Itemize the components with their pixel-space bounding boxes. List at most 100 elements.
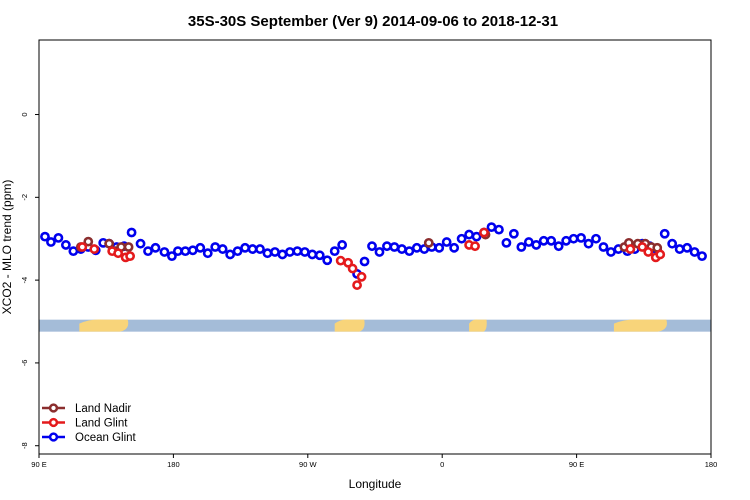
x-tick-label: 90 E [31,460,46,469]
data-point [389,242,400,252]
data-point [210,242,221,252]
data-point [434,242,445,253]
x-tick-label: 90 E [569,460,584,469]
y-axis: 0 -2 -4 -6 -8 [20,112,39,449]
data-point [167,251,177,262]
data-point [464,229,474,240]
data-point [270,247,280,257]
data-point [367,241,377,252]
data-point [374,247,385,257]
data-point [247,244,258,254]
series-ocean-glint [40,222,707,279]
data-point [225,249,236,260]
data-point [150,242,161,253]
data-point [382,241,392,252]
legend-label: Land Nadir [75,403,131,415]
data-point [240,242,250,253]
data-point [479,227,489,238]
data-point [83,236,94,247]
data-point [667,238,678,249]
data-point [329,246,340,257]
data-point [449,242,460,253]
y-tick-label: 0 [20,112,29,116]
data-point [123,242,134,252]
data-points [40,222,707,290]
data-point [583,238,594,249]
data-point [655,249,666,260]
data-point [456,233,467,244]
ocean-band [39,319,711,332]
data-point [516,242,527,252]
data-point [187,245,198,256]
data-point [689,247,700,257]
data-point [359,256,370,267]
data-point [396,244,407,254]
data-point [299,247,310,257]
data-point [40,231,50,242]
y-tick-label: -4 [20,277,29,284]
data-point [411,242,422,253]
data-point [217,244,228,254]
data-point [643,247,654,257]
data-point [232,246,243,257]
land-mass [334,319,365,332]
x-tick-label: 0 [440,460,444,469]
data-point [486,222,497,233]
data-point [337,240,348,250]
x-axis-label: Longitude [349,477,402,491]
data-point [262,248,273,259]
data-point [255,244,265,254]
data-point [404,246,415,257]
data-point [113,248,124,259]
data-point [606,247,616,257]
legend-marker [48,417,59,428]
x-tick-label: 180 [167,460,180,469]
legend: Land Nadir Land Glint Ocean Glint [42,403,137,444]
data-point [494,224,504,235]
data-point [546,235,557,246]
data-point [335,255,346,266]
data-point [501,237,512,248]
x-axis: 90 E 180 90 W 0 90 E 180 [31,454,717,469]
plot-frame [38,39,712,455]
data-point [104,238,115,249]
data-point [471,231,482,242]
data-point [674,244,685,254]
data-point [356,271,367,282]
data-point [598,242,609,252]
data-point [531,240,542,250]
data-point [292,246,303,257]
data-point [523,237,534,247]
x-tick-label: 90 W [299,460,317,469]
chart-title: 35S-30S September (Ver 9) 2014-09-06 to … [188,13,558,30]
data-point [625,244,636,254]
legend-label: Ocean Glint [75,432,137,444]
landmask-band [39,319,711,332]
data-point [60,240,71,250]
data-point [89,244,100,254]
data-point [135,238,146,249]
data-point [307,249,318,260]
data-point [68,246,79,257]
data-point [126,227,137,238]
y-tick-label: -6 [20,360,29,367]
data-point [322,255,333,266]
data-point [53,232,64,243]
data-point [423,237,434,248]
data-point [277,249,288,260]
data-point [561,235,572,246]
data-point [202,248,213,259]
data-point [538,235,549,246]
data-point [591,233,601,244]
data-point [508,228,519,239]
data-point [180,246,191,257]
data-point [553,241,564,252]
data-point [682,242,693,253]
legend-marker [48,403,59,413]
land-mass [469,319,487,332]
data-point [172,246,183,257]
data-point [159,247,170,257]
legend-label: Land Glint [75,418,128,430]
data-point [125,251,135,262]
data-point [441,237,452,247]
